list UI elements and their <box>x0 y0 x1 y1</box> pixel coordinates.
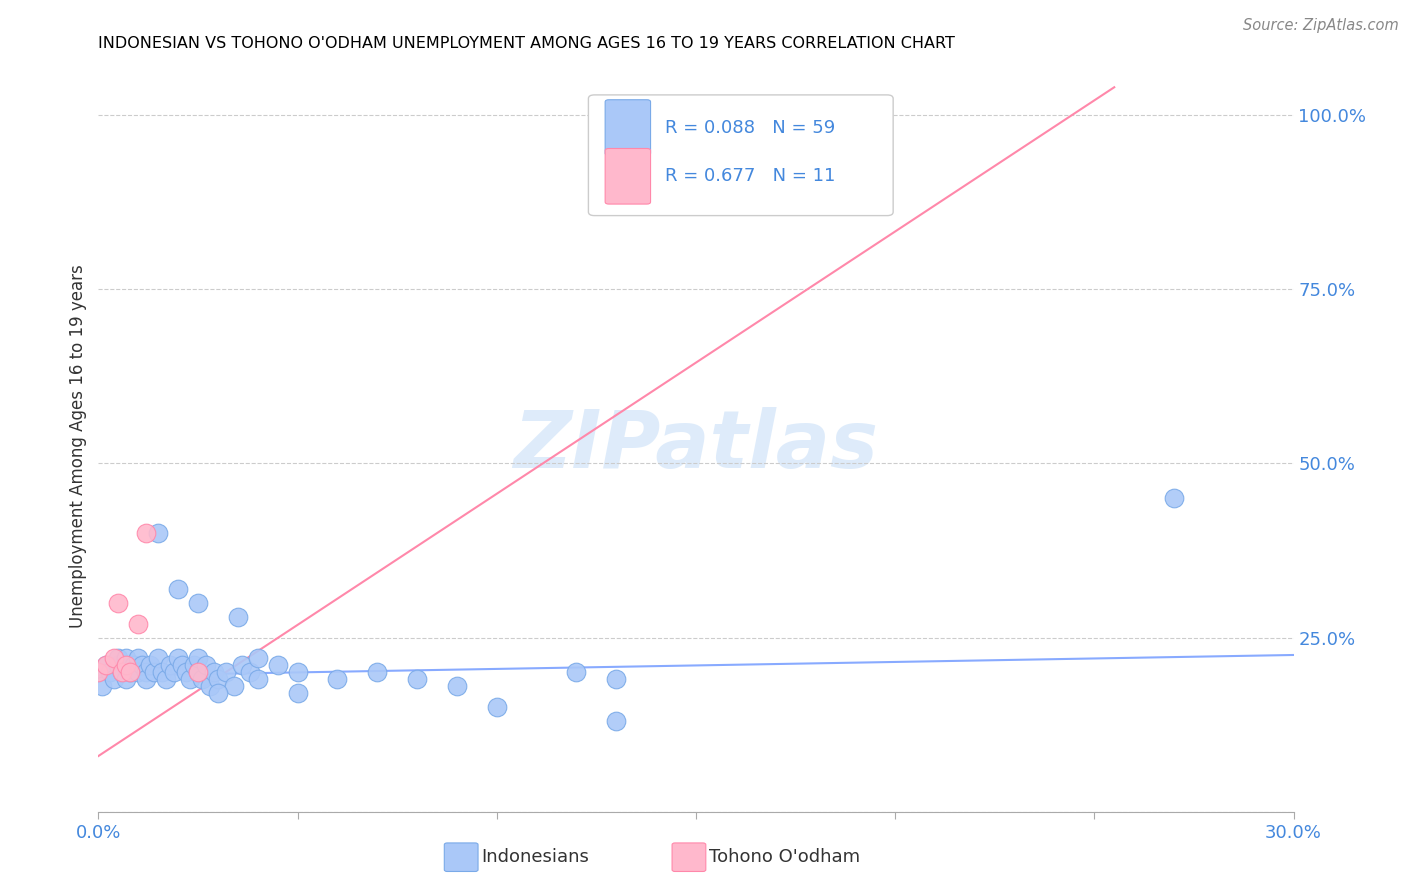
Point <box>135 665 157 680</box>
Point <box>159 658 181 673</box>
Point <box>148 651 170 665</box>
Point <box>326 673 349 687</box>
Point <box>91 679 114 693</box>
Point <box>107 658 129 673</box>
Point <box>87 665 110 680</box>
Point <box>195 658 218 673</box>
Point <box>167 651 190 665</box>
Point <box>605 673 627 687</box>
Text: R = 0.088   N = 59: R = 0.088 N = 59 <box>665 119 835 136</box>
Point <box>605 714 627 728</box>
Point <box>115 651 138 665</box>
Point <box>187 596 209 610</box>
Point <box>100 665 122 680</box>
Point <box>179 673 201 687</box>
Point <box>120 665 142 680</box>
Point <box>111 665 134 680</box>
Point <box>222 679 245 693</box>
Point <box>1163 491 1185 506</box>
Point <box>406 673 429 687</box>
Point <box>163 665 186 680</box>
Point <box>485 700 508 714</box>
FancyBboxPatch shape <box>605 148 651 204</box>
Point <box>107 651 129 665</box>
Point <box>226 609 249 624</box>
Y-axis label: Unemployment Among Ages 16 to 19 years: Unemployment Among Ages 16 to 19 years <box>69 264 87 628</box>
Text: Tohono O'odham: Tohono O'odham <box>709 848 859 866</box>
Point <box>131 658 153 673</box>
Point <box>239 665 262 680</box>
Point <box>174 665 197 680</box>
Point <box>120 665 142 680</box>
Point <box>246 651 269 665</box>
Point <box>207 686 229 700</box>
Point <box>187 651 209 665</box>
Point <box>565 665 588 680</box>
Point <box>202 665 225 680</box>
Point <box>287 686 309 700</box>
Point <box>96 658 118 673</box>
Point <box>139 658 162 673</box>
Point <box>207 673 229 687</box>
Text: Source: ZipAtlas.com: Source: ZipAtlas.com <box>1243 18 1399 33</box>
Point <box>103 673 125 687</box>
Point <box>127 665 149 680</box>
Point <box>187 665 209 680</box>
Point <box>183 658 205 673</box>
Point <box>150 665 173 680</box>
Point <box>287 665 309 680</box>
Point <box>187 665 209 680</box>
Point <box>172 658 194 673</box>
Point <box>148 526 170 541</box>
Point <box>96 658 118 673</box>
Point <box>135 673 157 687</box>
Point <box>135 526 157 541</box>
Point <box>231 658 253 673</box>
Point <box>215 665 238 680</box>
FancyBboxPatch shape <box>588 95 893 216</box>
Point <box>366 665 388 680</box>
Point <box>167 582 190 596</box>
Point <box>124 658 146 673</box>
Point <box>191 673 214 687</box>
Text: Indonesians: Indonesians <box>481 848 589 866</box>
FancyBboxPatch shape <box>605 100 651 155</box>
Point <box>87 665 110 680</box>
Point <box>446 679 468 693</box>
Point <box>267 658 290 673</box>
Point <box>127 616 149 631</box>
Text: R = 0.677   N = 11: R = 0.677 N = 11 <box>665 168 835 186</box>
Point <box>155 673 177 687</box>
Point <box>198 679 221 693</box>
Point <box>844 115 866 129</box>
Point <box>115 673 138 687</box>
Text: INDONESIAN VS TOHONO O'ODHAM UNEMPLOYMENT AMONG AGES 16 TO 19 YEARS CORRELATION : INDONESIAN VS TOHONO O'ODHAM UNEMPLOYMEN… <box>98 36 955 51</box>
Point <box>127 651 149 665</box>
Point <box>103 651 125 665</box>
Point <box>107 596 129 610</box>
Text: ZIPatlas: ZIPatlas <box>513 407 879 485</box>
Point <box>111 665 134 680</box>
Point <box>115 658 138 673</box>
Point <box>143 665 166 680</box>
Point <box>246 673 269 687</box>
